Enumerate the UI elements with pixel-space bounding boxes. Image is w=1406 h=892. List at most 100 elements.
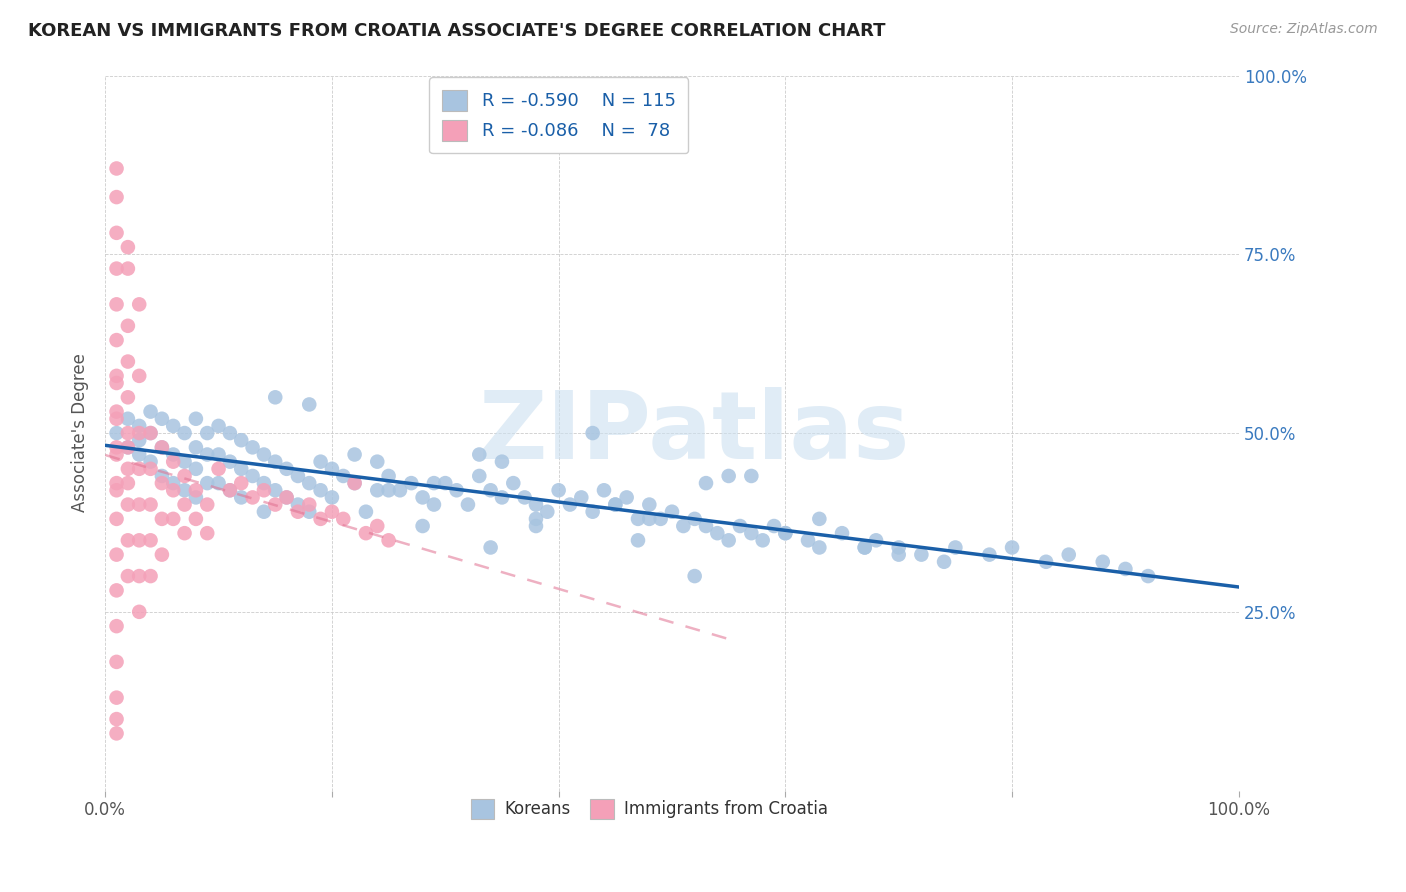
Point xyxy=(683,569,706,583)
Point xyxy=(763,519,786,533)
Point xyxy=(184,462,207,476)
Point xyxy=(173,425,195,440)
Point xyxy=(105,655,128,669)
Point xyxy=(354,526,377,541)
Point xyxy=(536,505,558,519)
Point xyxy=(401,476,423,491)
Point xyxy=(479,483,502,498)
Point xyxy=(377,469,399,483)
Point xyxy=(162,476,184,491)
Point xyxy=(605,498,627,512)
Point xyxy=(105,411,128,425)
Point xyxy=(150,476,173,491)
Point xyxy=(524,512,547,526)
Point xyxy=(616,491,638,505)
Point xyxy=(195,476,218,491)
Point xyxy=(139,455,162,469)
Point xyxy=(547,483,569,498)
Point xyxy=(309,512,332,526)
Point xyxy=(128,605,150,619)
Point xyxy=(117,390,139,404)
Point xyxy=(831,526,853,541)
Point xyxy=(184,441,207,455)
Point xyxy=(139,498,162,512)
Point xyxy=(128,368,150,383)
Point xyxy=(139,425,162,440)
Point xyxy=(366,483,388,498)
Point xyxy=(287,505,309,519)
Point xyxy=(139,533,162,548)
Point xyxy=(287,469,309,483)
Point xyxy=(242,491,264,505)
Point xyxy=(117,569,139,583)
Point xyxy=(184,491,207,505)
Point xyxy=(343,476,366,491)
Point xyxy=(162,455,184,469)
Point xyxy=(117,261,139,276)
Point xyxy=(298,498,321,512)
Point xyxy=(605,498,627,512)
Point xyxy=(117,476,139,491)
Point xyxy=(173,526,195,541)
Point xyxy=(117,240,139,254)
Point xyxy=(253,448,276,462)
Point xyxy=(173,498,195,512)
Point xyxy=(128,418,150,433)
Point xyxy=(808,541,831,555)
Point xyxy=(1035,555,1057,569)
Point xyxy=(321,491,343,505)
Point xyxy=(195,526,218,541)
Point xyxy=(309,455,332,469)
Point xyxy=(524,519,547,533)
Point xyxy=(627,512,650,526)
Point xyxy=(219,483,242,498)
Point xyxy=(468,448,491,462)
Point xyxy=(219,425,242,440)
Point xyxy=(105,476,128,491)
Point xyxy=(184,411,207,425)
Point xyxy=(412,491,434,505)
Point xyxy=(808,512,831,526)
Point xyxy=(105,441,128,455)
Point xyxy=(593,483,616,498)
Point xyxy=(105,726,128,740)
Point xyxy=(343,448,366,462)
Point xyxy=(184,483,207,498)
Point xyxy=(105,333,128,347)
Point xyxy=(117,498,139,512)
Point xyxy=(321,462,343,476)
Point xyxy=(105,619,128,633)
Point xyxy=(195,448,218,462)
Point xyxy=(207,476,229,491)
Point xyxy=(434,476,457,491)
Point xyxy=(105,548,128,562)
Point xyxy=(1137,569,1160,583)
Point xyxy=(457,498,479,512)
Text: Source: ZipAtlas.com: Source: ZipAtlas.com xyxy=(1230,22,1378,37)
Point xyxy=(332,512,354,526)
Point xyxy=(298,476,321,491)
Point xyxy=(264,455,287,469)
Point xyxy=(128,462,150,476)
Point xyxy=(162,418,184,433)
Point xyxy=(446,483,468,498)
Point xyxy=(661,505,683,519)
Point xyxy=(751,533,773,548)
Point xyxy=(139,425,162,440)
Point xyxy=(105,425,128,440)
Point xyxy=(231,462,253,476)
Point xyxy=(706,526,728,541)
Point xyxy=(468,469,491,483)
Point xyxy=(173,455,195,469)
Point xyxy=(105,368,128,383)
Point xyxy=(264,498,287,512)
Point xyxy=(128,434,150,448)
Point xyxy=(117,425,139,440)
Point xyxy=(253,505,276,519)
Point xyxy=(423,498,446,512)
Point xyxy=(728,519,751,533)
Point xyxy=(276,462,298,476)
Point xyxy=(423,476,446,491)
Point xyxy=(207,418,229,433)
Point xyxy=(195,498,218,512)
